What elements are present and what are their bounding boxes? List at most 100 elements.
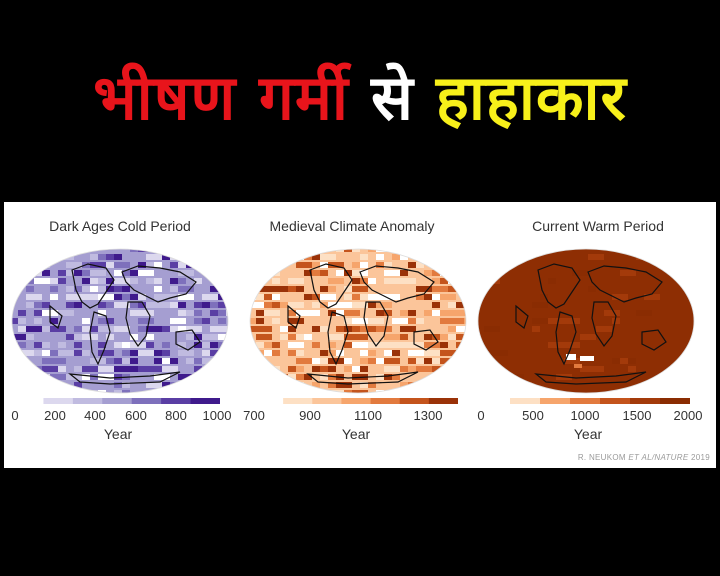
map-cell	[448, 278, 464, 284]
colorbar-segment	[102, 398, 133, 404]
map-cell	[304, 310, 320, 316]
map-cell	[532, 326, 540, 332]
map-cell	[106, 334, 114, 340]
map-cell	[66, 270, 74, 276]
map-cell	[272, 254, 288, 260]
tick-label: 1300	[413, 408, 443, 423]
map-cell	[548, 318, 556, 324]
map-cell	[612, 294, 628, 300]
map-cell	[154, 262, 162, 268]
map-cell	[344, 249, 352, 252]
map-cell	[684, 254, 692, 260]
map-cell	[186, 249, 202, 252]
map-cell	[320, 358, 328, 364]
map-cell	[210, 326, 218, 332]
tick-label: 0	[477, 408, 485, 423]
continent-outline	[306, 371, 419, 385]
map-border	[249, 248, 467, 394]
map-cell	[218, 326, 228, 332]
map-cell	[440, 254, 456, 260]
map-cell	[328, 342, 336, 348]
map-cell	[130, 302, 138, 308]
map-cell	[58, 342, 66, 348]
map-cell	[376, 326, 392, 332]
colorbar-segment	[600, 398, 631, 404]
map-cell	[484, 350, 500, 356]
map-cell	[588, 286, 596, 292]
map-cell	[288, 334, 296, 340]
map-cell	[66, 374, 74, 380]
map-cell	[432, 302, 440, 308]
map-cell	[288, 249, 296, 252]
map-cell	[162, 270, 170, 276]
map-cell	[392, 302, 400, 308]
map-cell	[202, 249, 218, 252]
map-cell	[304, 286, 320, 292]
map-cell	[320, 326, 328, 332]
map-cell	[18, 390, 26, 393]
map-cell	[328, 334, 336, 340]
map-cell	[18, 358, 26, 364]
map-cell	[440, 342, 448, 348]
map-cell	[392, 278, 408, 284]
map-cell	[178, 374, 194, 380]
map-cell	[58, 302, 66, 308]
map-cell	[162, 254, 170, 260]
continent-outline	[125, 301, 151, 348]
colorbar-segment	[190, 398, 220, 404]
map-cell	[628, 270, 636, 276]
continent-outline	[327, 311, 349, 366]
map-cell	[154, 249, 170, 252]
map-cell	[288, 318, 304, 324]
map-cell	[312, 326, 320, 332]
map-cell	[26, 310, 34, 316]
map-cell	[400, 382, 408, 388]
map-cell	[408, 318, 416, 324]
map-cell	[312, 254, 320, 260]
map-cell	[130, 278, 138, 284]
map-cell	[74, 254, 82, 260]
map-cell	[344, 358, 352, 364]
map-cell	[296, 262, 304, 268]
map-cell	[98, 342, 106, 348]
map-cell	[50, 326, 66, 332]
map-cell	[256, 262, 264, 268]
map-cell	[368, 262, 376, 268]
map-cell	[82, 350, 90, 356]
map-cell	[440, 262, 448, 268]
map-cell	[432, 249, 448, 252]
colorbar-segment	[341, 398, 372, 404]
map-cell	[416, 249, 424, 252]
map-cell	[360, 366, 368, 372]
map-cell	[250, 374, 264, 380]
tick-label: 600	[125, 408, 147, 423]
map-cell	[58, 294, 66, 300]
map-cell	[368, 278, 376, 284]
map-cell	[202, 318, 210, 324]
map-cell	[58, 350, 74, 356]
map-cell	[484, 326, 492, 332]
map-cell	[114, 286, 122, 292]
map-cell	[392, 366, 400, 372]
map-cell	[464, 249, 466, 252]
map-cell	[138, 350, 154, 356]
map-cell	[500, 350, 508, 356]
map-cell	[50, 390, 66, 393]
map-cell	[574, 364, 582, 368]
map-cell	[106, 318, 114, 324]
map-cell	[416, 262, 424, 268]
map-cell	[18, 382, 26, 388]
map-cell	[154, 310, 170, 316]
map-cell	[186, 342, 194, 348]
map-cell	[296, 249, 304, 252]
colorbar-segment	[660, 398, 690, 404]
map-cell	[186, 390, 202, 393]
map-cell	[344, 254, 352, 260]
map-cell	[478, 249, 484, 252]
map-cell	[82, 326, 90, 332]
map-cell	[210, 254, 218, 260]
map-cell	[250, 390, 264, 393]
map-cell	[540, 294, 548, 300]
map-cell	[432, 382, 440, 388]
map-cell	[12, 294, 26, 300]
